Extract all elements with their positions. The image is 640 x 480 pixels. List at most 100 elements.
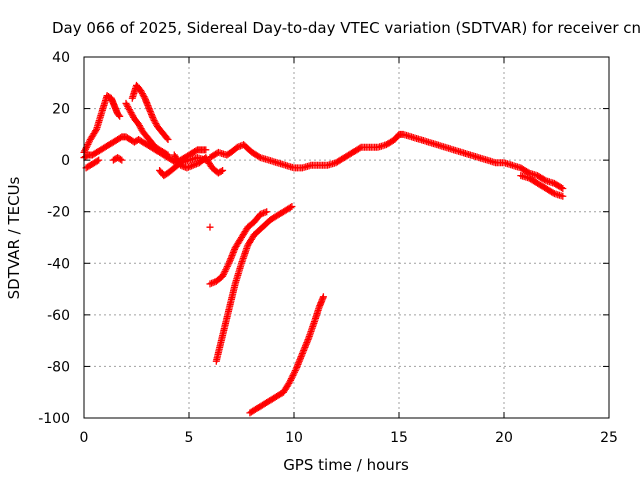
data-point — [217, 167, 225, 175]
data-point — [149, 115, 157, 123]
data-point — [286, 378, 294, 386]
data-point — [290, 370, 298, 378]
data-point — [84, 140, 92, 148]
data-point — [224, 261, 232, 269]
y-tick-label: 0 — [61, 153, 70, 169]
data-point — [219, 271, 227, 279]
data-point — [136, 123, 144, 131]
series-trackMain — [206, 130, 567, 193]
y-tick-label: -40 — [47, 256, 70, 272]
data-point — [137, 125, 145, 133]
data-point — [124, 103, 132, 111]
data-point — [319, 293, 327, 301]
x-axis-label: GPS time / hours — [283, 456, 409, 474]
data-point — [150, 116, 158, 124]
plot-frame — [83, 56, 610, 419]
data-point — [559, 185, 567, 193]
data-point — [288, 203, 296, 211]
data-point — [255, 153, 263, 161]
grid-lines — [84, 57, 609, 418]
data-point — [126, 107, 134, 115]
series-outlier — [206, 223, 214, 231]
data-point — [140, 93, 148, 101]
data-point — [263, 208, 271, 216]
data-point — [122, 99, 130, 107]
data-point — [223, 263, 231, 271]
data-point — [137, 87, 145, 95]
x-tick-label: 15 — [390, 430, 408, 446]
data-point — [541, 176, 549, 184]
axis-ticks: 0 5 10 15 20 25 -100 -80 -60 -40 -20 0 20 40 — [38, 50, 618, 446]
data-point — [127, 109, 135, 117]
series-trackA — [80, 92, 124, 156]
data-point — [93, 157, 101, 165]
data-point — [118, 156, 126, 164]
data-point — [163, 150, 171, 158]
data-point — [221, 267, 229, 275]
data-point — [152, 120, 160, 128]
series-trackR1 — [206, 208, 271, 288]
data-point — [151, 118, 159, 126]
data-point — [139, 91, 147, 99]
data-point — [128, 110, 136, 118]
data-point — [135, 122, 143, 130]
y-tick-label: -80 — [47, 359, 70, 375]
data-point — [206, 223, 214, 231]
data-points — [80, 81, 567, 417]
series-trackH — [109, 154, 126, 164]
data-point — [164, 136, 172, 144]
data-point — [287, 375, 295, 383]
data-point — [115, 111, 123, 119]
data-point — [135, 120, 143, 128]
data-point — [287, 203, 294, 211]
data-point — [356, 144, 364, 152]
data-point — [85, 139, 93, 147]
data-point — [83, 142, 91, 150]
data-point — [291, 367, 299, 375]
data-point — [92, 127, 100, 135]
data-point — [288, 373, 296, 381]
x-tick-label: 25 — [600, 430, 618, 446]
y-tick-label: -100 — [38, 411, 70, 427]
y-tick-label: -20 — [47, 205, 70, 221]
data-point — [559, 192, 567, 200]
series-trackR2 — [212, 203, 296, 365]
data-point — [125, 106, 133, 114]
data-point — [557, 184, 565, 192]
data-point — [116, 112, 124, 120]
x-tick-label: 20 — [495, 430, 513, 446]
data-point — [222, 266, 230, 274]
data-point — [291, 368, 299, 376]
y-axis-label: SDTVAR / TECUs — [5, 176, 23, 299]
data-point — [549, 189, 557, 197]
data-point — [223, 264, 231, 272]
data-point — [125, 104, 133, 112]
series-trackR3 — [246, 293, 327, 417]
series-trackTail — [517, 172, 567, 200]
data-point — [116, 155, 124, 163]
data-point — [82, 145, 90, 153]
data-point — [138, 90, 146, 98]
data-point — [220, 269, 228, 277]
series-trackD — [122, 99, 172, 159]
data-point — [219, 166, 227, 174]
data-point — [289, 371, 297, 379]
x-tick-label: 5 — [185, 430, 194, 446]
data-point — [164, 151, 172, 159]
chart-title: Day 066 of 2025, Sidereal Day-to-day VTE… — [52, 19, 640, 37]
data-point — [95, 156, 103, 164]
x-tick-label: 0 — [80, 430, 89, 446]
data-point — [202, 146, 210, 154]
data-point — [129, 112, 137, 120]
data-point — [81, 147, 89, 155]
data-point — [287, 376, 295, 384]
series-trackF — [170, 151, 227, 177]
data-point — [123, 101, 131, 109]
data-point — [163, 134, 171, 142]
x-tick-label: 10 — [285, 430, 303, 446]
data-point — [138, 88, 146, 96]
y-tick-label: 20 — [52, 102, 70, 118]
series-trackG — [82, 156, 103, 172]
data-point — [219, 272, 227, 280]
